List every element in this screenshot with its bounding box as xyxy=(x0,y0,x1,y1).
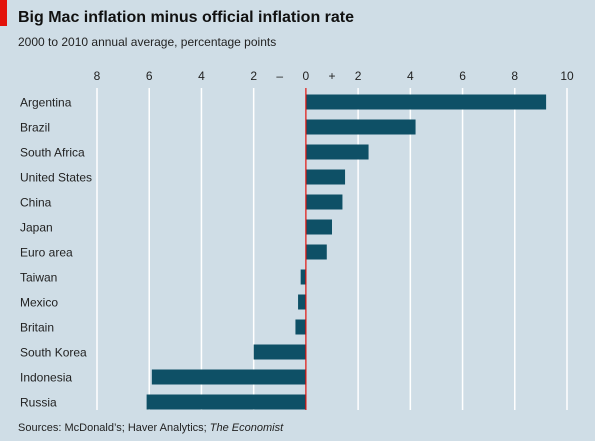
bar xyxy=(305,119,416,135)
chart-title: Big Mac inflation minus official inflati… xyxy=(18,9,355,26)
category-label: Taiwan xyxy=(20,271,57,285)
x-tick-label: 6 xyxy=(459,69,466,83)
x-tick-label: 2 xyxy=(355,69,362,83)
source-publication: The Economist xyxy=(209,422,284,434)
x-tick-label: 6 xyxy=(146,69,153,83)
bar xyxy=(305,94,547,110)
x-tick-label: 10 xyxy=(560,69,574,83)
x-tick-label: 0 xyxy=(303,69,310,83)
bar xyxy=(295,319,306,335)
bar xyxy=(298,294,306,310)
category-label: Russia xyxy=(20,396,57,410)
accent-tab xyxy=(0,0,7,26)
bar xyxy=(300,269,306,285)
x-tick-label: 8 xyxy=(94,69,101,83)
bar xyxy=(305,194,343,210)
bar xyxy=(305,244,327,260)
bar xyxy=(151,369,306,385)
category-label: Indonesia xyxy=(20,371,72,385)
x-tick-label: 8 xyxy=(511,69,518,83)
bar xyxy=(305,144,369,160)
positive-sign-label: + xyxy=(328,69,335,83)
x-tick-label: 4 xyxy=(198,69,205,83)
negative-sign-label: – xyxy=(276,69,283,83)
bar xyxy=(305,219,332,235)
x-tick-label: 4 xyxy=(407,69,414,83)
chart-subtitle: 2000 to 2010 annual average, percentage … xyxy=(18,35,277,49)
category-label: China xyxy=(20,196,52,210)
bar xyxy=(146,394,306,410)
source-text: Sources: McDonald’s; Haver Analytics; xyxy=(18,422,210,434)
category-label: South Korea xyxy=(20,346,87,360)
category-label: Argentina xyxy=(20,96,72,110)
category-label: Mexico xyxy=(20,296,58,310)
category-label: Japan xyxy=(20,221,53,235)
bar xyxy=(305,169,346,185)
category-label: South Africa xyxy=(20,146,85,160)
category-label: Euro area xyxy=(20,246,73,260)
category-label: Brazil xyxy=(20,121,50,135)
x-tick-label: 2 xyxy=(250,69,257,83)
category-label: United States xyxy=(20,171,92,185)
source-note: Sources: McDonald’s; Haver Analytics; Th… xyxy=(18,422,283,434)
category-label: Britain xyxy=(20,321,54,335)
bar xyxy=(253,344,306,360)
